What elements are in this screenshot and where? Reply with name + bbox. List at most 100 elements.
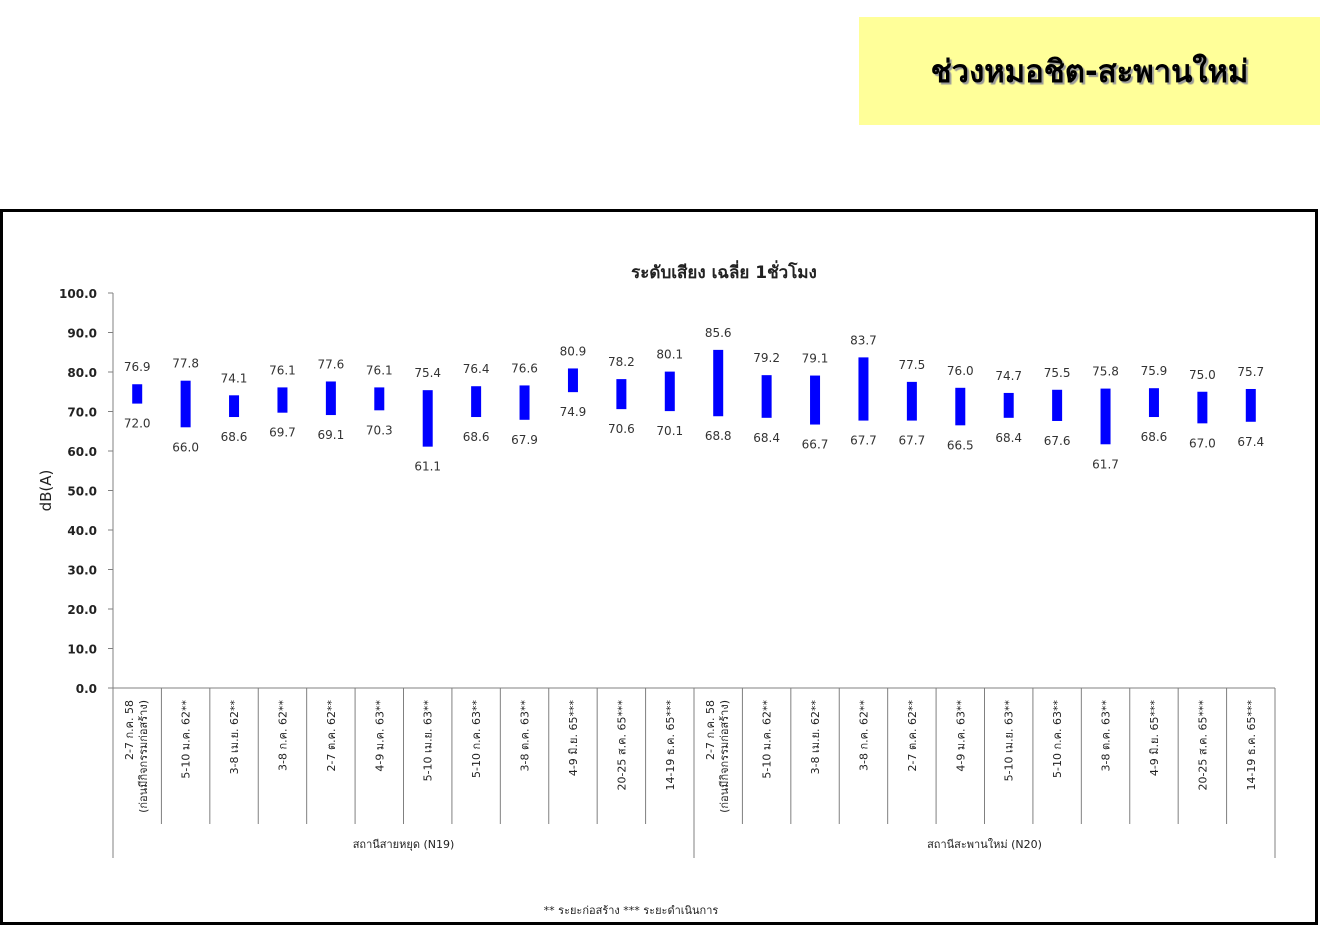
max-value-label: 76.9 (124, 360, 151, 374)
max-value-label: 78.2 (608, 355, 635, 369)
range-bar (132, 384, 143, 404)
max-value-label: 76.6 (511, 361, 538, 375)
max-value-label: 77.6 (318, 357, 345, 371)
max-value-label: 83.7 (850, 333, 877, 347)
range-bar (374, 387, 385, 411)
x-tick-label: 3-8 ต.ค. 63** (1100, 700, 1113, 772)
min-value-label: 67.4 (1237, 435, 1264, 449)
range-bar (955, 387, 966, 426)
chart-frame: ระดับเสียง เฉลี่ย 1ชั่วโมง 0.0 10.0 20.0 30.… (0, 209, 1318, 925)
min-value-label: 69.1 (318, 428, 345, 442)
min-value-label: 68.6 (1141, 430, 1168, 444)
min-value-label: 69.7 (269, 426, 296, 440)
x-tick-label: 14-19 ธ.ค. 65*** (1245, 700, 1258, 791)
noise-level-chart: ระดับเสียง เฉลี่ย 1ชั่วโมง 0.0 10.0 20.0 30.… (37, 260, 1276, 917)
range-bar (229, 395, 240, 418)
min-value-label: 70.1 (656, 424, 683, 438)
x-tick-label: 5-10 ก.ค. 63** (1051, 700, 1064, 778)
max-value-label: 85.6 (705, 326, 732, 340)
x-tick-label: 2-7 ก.ค. 58(ก่อนมีกิจกรรมก่อสร้าง) (123, 700, 150, 813)
max-value-label: 75.5 (1044, 366, 1071, 380)
x-tick-label: 2-7 ต.ค. 62** (906, 700, 919, 772)
x-tick-label: 5-10 ม.ค. 62** (180, 700, 193, 779)
min-value-label: 70.6 (608, 422, 635, 436)
max-value-label: 76.1 (366, 363, 393, 377)
range-bar (1003, 392, 1014, 418)
x-tick-label: 5-10 ก.ค. 63** (470, 700, 483, 778)
range-bar (567, 368, 578, 393)
x-tick-label: 4-9 ม.ค. 63** (373, 700, 386, 772)
chart-footnote: ** ระยะก่อสร้าง *** ระยะดำเนินการ (544, 904, 719, 917)
max-value-label: 75.7 (1237, 365, 1264, 379)
range-bar (664, 371, 675, 412)
range-bar (1148, 388, 1159, 418)
y-tick-label: 40.0 (67, 524, 97, 538)
range-bar (761, 375, 772, 418)
max-value-label: 74.1 (221, 371, 248, 385)
x-tick-label: 3-8 เม.ย. 62** (228, 700, 241, 775)
x-tick-label: 20-25 ส.ค. 65*** (1196, 700, 1209, 791)
max-value-label: 75.0 (1189, 368, 1216, 382)
min-value-label: 74.9 (560, 405, 587, 419)
max-value-label: 75.9 (1141, 364, 1168, 378)
min-value-label: 66.7 (802, 438, 829, 452)
x-tick-label: 3-8 เม.ย. 62** (809, 700, 822, 775)
max-value-label: 77.8 (172, 357, 199, 371)
max-value-label: 76.4 (463, 362, 490, 376)
y-tick-label: 70.0 (67, 406, 97, 420)
group-label: สถานีสะพานใหม่ (N20) (927, 838, 1042, 851)
min-value-label: 67.7 (850, 434, 877, 448)
max-value-label: 74.7 (995, 369, 1022, 383)
min-value-label: 68.6 (463, 430, 490, 444)
x-tick-label: 5-10 ม.ค. 62** (761, 700, 774, 779)
y-tick-label: 60.0 (67, 445, 97, 459)
x-tick-label: 14-19 ธ.ค. 65*** (664, 700, 677, 791)
x-tick-label: 2-7 ต.ค. 62** (325, 700, 338, 772)
range-bar (858, 357, 869, 421)
range-bar (325, 381, 336, 416)
min-value-label: 61.1 (414, 460, 441, 474)
min-value-label: 67.7 (899, 434, 926, 448)
max-value-label: 80.9 (560, 344, 587, 358)
x-tick-label: 4-9 มิ.ย. 65*** (567, 700, 580, 777)
y-tick-label: 50.0 (67, 485, 97, 499)
range-bar (1052, 389, 1063, 421)
min-value-label: 68.8 (705, 429, 732, 443)
y-tick-label: 80.0 (67, 366, 97, 380)
min-value-label: 72.0 (124, 417, 151, 431)
max-value-label: 77.5 (899, 358, 926, 372)
x-tick-label: 4-9 มิ.ย. 65*** (1148, 700, 1161, 777)
min-value-label: 66.5 (947, 438, 974, 452)
page-title-box: ช่วงหมอชิต-สะพานใหม่ (859, 17, 1320, 125)
min-value-label: 68.4 (753, 431, 780, 445)
max-value-label: 75.4 (414, 366, 441, 380)
range-bar (277, 387, 288, 413)
x-tick-label: 3-8 ก.ค. 62** (857, 700, 870, 771)
chart-title: ระดับเสียง เฉลี่ย 1ชั่วโมง (631, 260, 817, 283)
min-value-label: 67.9 (511, 433, 538, 447)
x-tick-label: 5-10 เม.ย. 63** (422, 700, 435, 782)
page-title: ช่วงหมอชิต-สะพานใหม่ (930, 54, 1249, 90)
range-bar (616, 379, 627, 410)
y-tick-label: 100.0 (59, 287, 97, 301)
min-value-label: 70.3 (366, 423, 393, 437)
range-bar (422, 390, 433, 447)
range-bar (1197, 391, 1208, 424)
min-value-label: 67.0 (1189, 436, 1216, 450)
min-value-label: 67.6 (1044, 434, 1071, 448)
max-value-label: 79.2 (753, 351, 780, 365)
max-value-label: 80.1 (656, 348, 683, 362)
range-bar (810, 375, 821, 425)
group-label: สถานีสายหยุด (N19) (353, 838, 455, 851)
max-value-label: 75.8 (1092, 365, 1119, 379)
y-tick-label: 0.0 (76, 682, 97, 696)
x-tick-label: 5-10 เม.ย. 63** (1003, 700, 1016, 782)
max-value-label: 79.1 (802, 352, 829, 366)
range-bar (1100, 388, 1111, 445)
max-value-label: 76.0 (947, 364, 974, 378)
min-value-label: 68.4 (995, 431, 1022, 445)
range-bar (471, 386, 482, 418)
min-value-label: 66.0 (172, 440, 199, 454)
y-tick-label: 30.0 (67, 564, 97, 578)
y-tick-label: 20.0 (67, 603, 97, 617)
